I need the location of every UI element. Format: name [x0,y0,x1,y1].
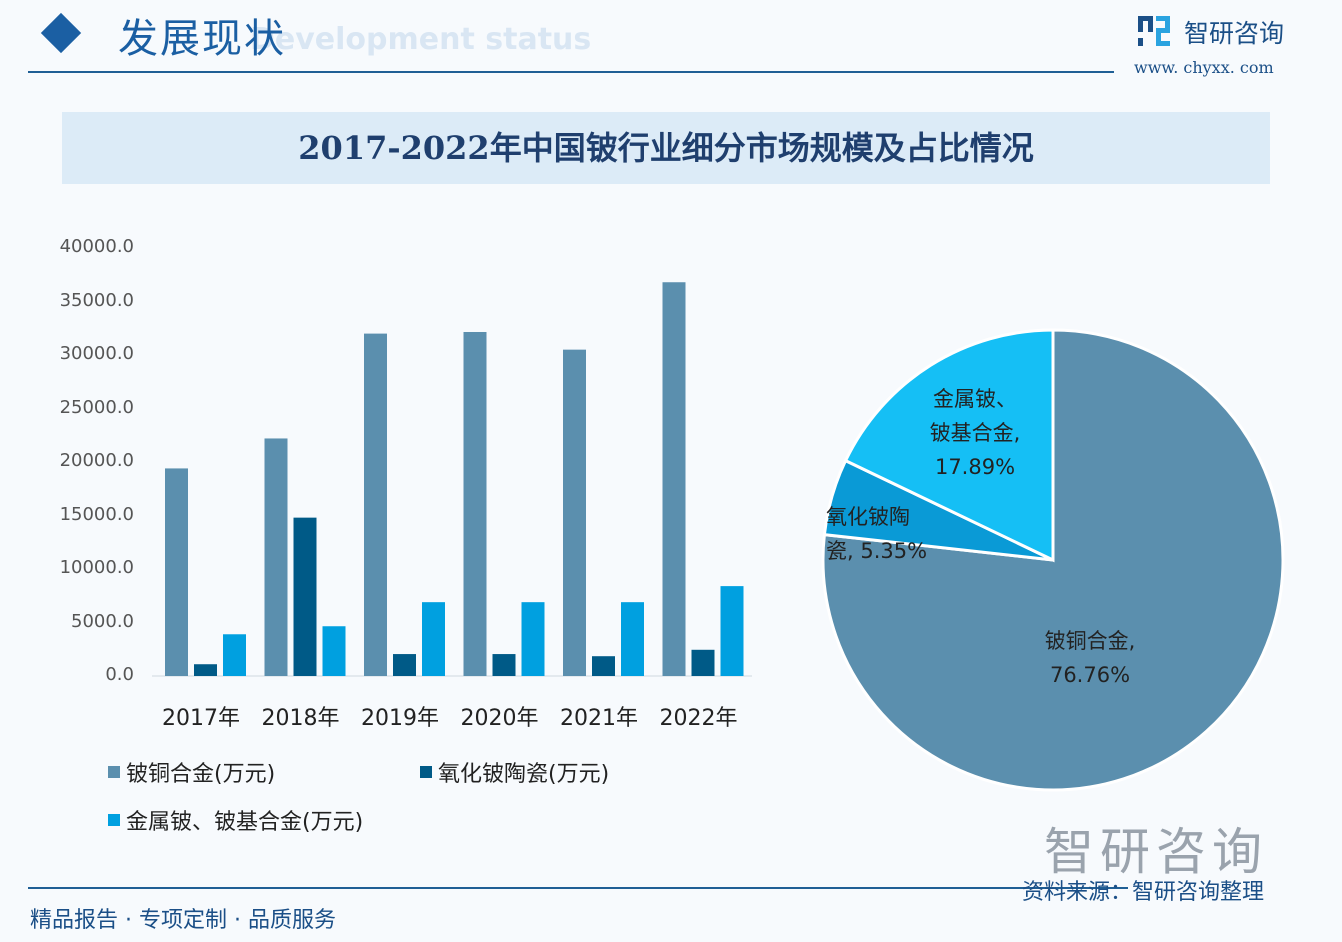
chart-title: 2017-2022年中国铍行业细分市场规模及占比情况 [298,129,1034,167]
bar-1-2019年 [364,333,387,676]
bar-3-2017年 [223,634,246,676]
bar-2-2018年 [293,517,317,676]
y-tick-label: 0.0 [105,664,134,685]
legend-label: 氧化铍陶瓷(万元) [438,762,610,787]
x-tick-label: 2018年 [261,706,340,731]
bar-1-2021年 [563,349,586,676]
legend-label: 金属铍、铍基合金(万元) [126,810,364,835]
bar-3-2020年 [521,602,545,676]
y-tick-label: 15000.0 [59,503,134,525]
x-tick-label: 2017年 [162,706,240,731]
legend-item-series2: 氧化铍陶瓷(万元) [420,756,609,788]
bar-1-2018年 [264,438,288,676]
bar-1-2017年 [165,468,188,676]
y-tick-label: 25000.0 [59,396,134,418]
divider [28,71,1114,73]
bar-2-2021年 [592,656,615,676]
pie-slice-1 [821,328,1285,792]
brand-logo-icon [1138,16,1170,46]
x-tick-label: 2019年 [361,706,439,731]
bar-2-2022年 [691,649,715,676]
bar-2-2020年 [492,654,516,676]
footer-slogan: 精品报告 · 专项定制 · 品质服务 [30,908,336,933]
legend-swatch [108,766,120,778]
pie-slice-3 [843,328,1055,563]
bar-plot [152,282,752,677]
x-tick-label: 2021年 [560,706,638,731]
pie-label-2: 氧化铍陶瓷, 5.35% [826,500,936,568]
y-tick-label: 40000.0 [59,236,134,257]
bar-3-2022年 [720,586,744,676]
y-tick-label: 5000.0 [71,610,134,632]
legend-item-series3: 金属铍、铍基合金(万元) [108,804,363,836]
brand-name: 智研咨询 [1184,19,1285,48]
bar-3-2019年 [422,602,445,676]
section-subtitle: Development status [250,22,592,57]
y-tick-label: 10000.0 [59,557,134,578]
divider [28,887,1128,889]
pie-label-value: 17.89% [934,455,1016,479]
x-tick-label: 2020年 [460,706,539,731]
pie-label-1: 铍铜合金, 76.76% [1010,624,1170,692]
source-note: 资料来源：智研咨询整理 [1022,880,1265,905]
bar-2-2017年 [194,664,217,676]
y-tick-label: 20000.0 [59,450,134,471]
legend-swatch [420,766,432,778]
bar-1-2020年 [463,331,487,676]
legend-label: 铍铜合金(万元) [126,762,276,787]
y-tick-label: 35000.0 [59,289,134,311]
pie-label-value: 76.76% [1049,663,1131,687]
pie-label-3: 金属铍、铍基合金, 17.89% [900,382,1050,484]
bar-3-2018年 [322,626,346,676]
x-tick-label: 2022年 [659,706,738,731]
bar-2-2019年 [393,654,416,676]
y-tick-label: 30000.0 [59,343,134,364]
watermark-logo-text: 智研咨询 [1044,823,1268,881]
title-band [62,112,1270,184]
bar-1-2022年 [662,282,686,676]
section-title: 发展现状 [118,16,286,62]
pie-label-name: 金属铍、铍基合金, [929,387,1021,445]
pie-label-name: 氧化铍陶瓷, [826,505,910,563]
pie-chart [821,328,1285,792]
legend-swatch [108,814,120,826]
legend-item-series1: 铍铜合金(万元) [108,756,275,788]
brand-url: www. chyxx. com [1134,58,1274,77]
pie-label-name: 铍铜合金, [1044,629,1136,653]
bar-3-2021年 [621,602,644,676]
pie-label-value: 5.35% [860,539,928,563]
